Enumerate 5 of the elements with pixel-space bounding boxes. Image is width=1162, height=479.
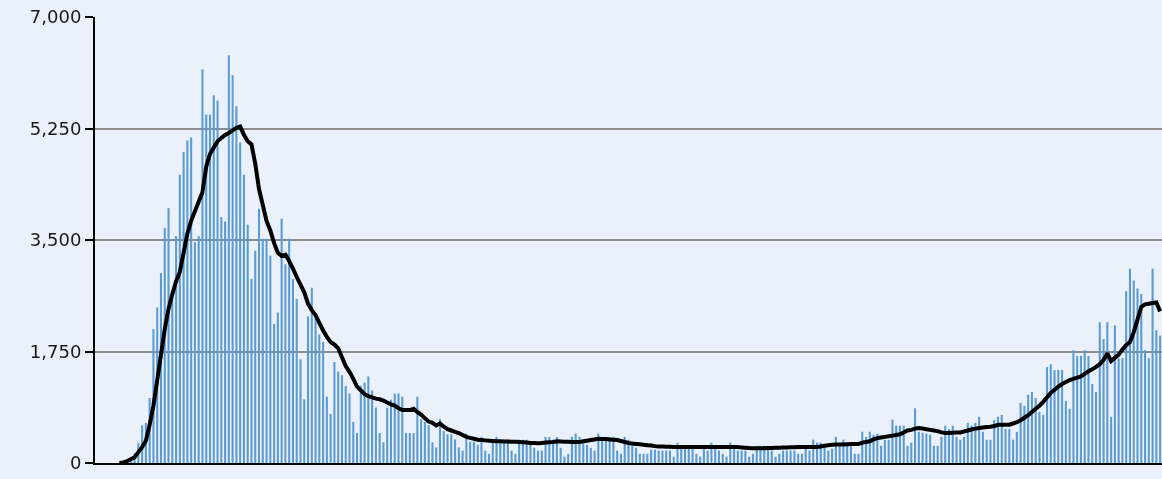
y-tick-label: 7,000 bbox=[29, 6, 82, 28]
y-tick-label: 1,750 bbox=[29, 340, 82, 362]
y-tick-label: 5,250 bbox=[29, 117, 82, 139]
y-tick-label: 3,500 bbox=[29, 229, 82, 251]
y-tick-label: 0 bbox=[69, 452, 82, 474]
